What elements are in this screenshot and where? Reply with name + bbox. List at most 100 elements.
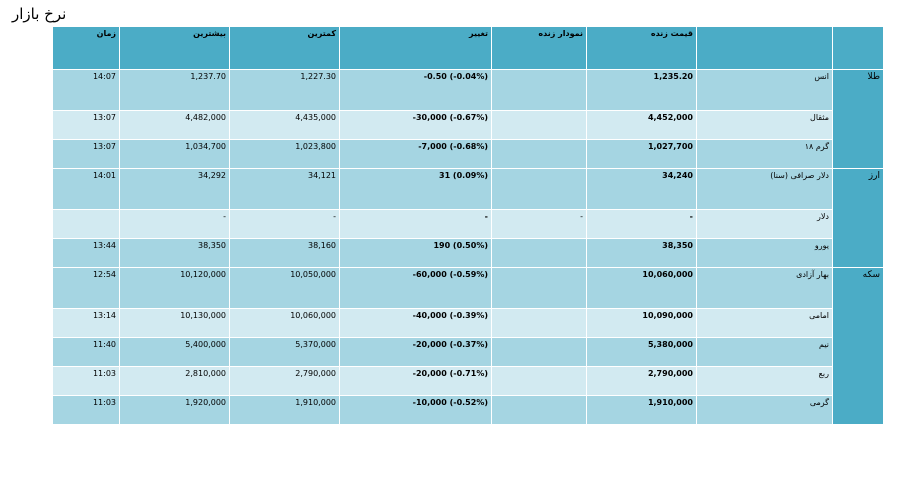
- cell-change: -60,000 (-0.59%): [340, 268, 491, 308]
- cell-change: -0.50 (-0.04%): [340, 70, 491, 110]
- table-row[interactable]: 12:54 10,120,000 10,050,000 -60,000 (-0.59%…: [53, 268, 883, 424]
- table-body: 14:07 1,237.70 1,227.30 -0.50 (-0.04%) 1,235…: [53, 70, 883, 424]
- cell-change: 31 (0.09%): [340, 169, 491, 209]
- cell-live-price: 38,350: [587, 239, 696, 267]
- cell-min: 5,370,000: [230, 338, 339, 366]
- table-header-row: زمان بیشترین کمترین تغییر نمودار زنده قی…: [53, 27, 883, 69]
- cell-time: 11:03: [53, 367, 119, 395]
- cell-max: 10,120,000: [120, 268, 229, 308]
- cell-min: 10,050,000: [230, 268, 339, 308]
- cell-live-price: 1,027,700: [587, 140, 696, 168]
- group-label: سکه: [833, 268, 883, 424]
- cell-name: یورو: [697, 239, 832, 267]
- cell-change: -40,000 (-0.39%): [340, 309, 491, 337]
- cell-time: 14:01: [53, 169, 119, 209]
- table-row[interactable]: 13:44 38,350 38,160 190 (0.50%) 38,350 یورو: [53, 239, 883, 267]
- cell-name: گرمی: [697, 396, 832, 424]
- cell-min: 10,060,000: [230, 309, 339, 337]
- cell-max: 1,034,700: [120, 140, 229, 168]
- cell-live-chart: [492, 338, 586, 366]
- column-header-name: [697, 27, 832, 69]
- cell-change: -7,000 (-0.68%): [340, 140, 491, 168]
- cell-name: امامی: [697, 309, 832, 337]
- column-header-max[interactable]: بیشترین: [120, 27, 229, 69]
- table-row[interactable]: - - - - - دلار: [53, 210, 883, 238]
- page-title: نرخ بازار: [12, 5, 67, 23]
- cell-min: 2,790,000: [230, 367, 339, 395]
- cell-live-price: 5,380,000: [587, 338, 696, 366]
- group-label: طلا: [833, 70, 883, 168]
- cell-name: بهار آزادی: [697, 268, 832, 308]
- cell-max: 1,237.70: [120, 70, 229, 110]
- cell-live-chart: [492, 169, 586, 209]
- cell-name: انس: [697, 70, 832, 110]
- cell-live-chart: -: [492, 210, 586, 238]
- cell-live-chart: [492, 268, 586, 308]
- cell-max: 5,400,000: [120, 338, 229, 366]
- cell-live-price: -: [587, 210, 696, 238]
- cell-live-chart: [492, 396, 586, 424]
- market-rates-table: زمان بیشترین کمترین تغییر نمودار زنده قی…: [52, 26, 884, 425]
- cell-live-chart: [492, 111, 586, 139]
- cell-live-chart: [492, 140, 586, 168]
- cell-live-chart: [492, 309, 586, 337]
- cell-min: 1,227.30: [230, 70, 339, 110]
- cell-change: 190 (0.50%): [340, 239, 491, 267]
- column-header-time[interactable]: زمان: [53, 27, 119, 69]
- table-row[interactable]: 14:07 1,237.70 1,227.30 -0.50 (-0.04%) 1,235…: [53, 70, 883, 168]
- cell-name: ربع: [697, 367, 832, 395]
- cell-min: 34,121: [230, 169, 339, 209]
- cell-time: 13:07: [53, 111, 119, 139]
- table-row[interactable]: 13:14 10,130,000 10,060,000 -40,000 (-0.39%…: [53, 309, 883, 337]
- cell-max: 34,292: [120, 169, 229, 209]
- cell-max: 1,920,000: [120, 396, 229, 424]
- cell-max: -: [120, 210, 229, 238]
- cell-change: -10,000 (-0.52%): [340, 396, 491, 424]
- cell-max: 38,350: [120, 239, 229, 267]
- cell-live-price: 10,060,000: [587, 268, 696, 308]
- cell-min: 1,910,000: [230, 396, 339, 424]
- table-row[interactable]: 13:07 4,482,000 4,435,000 -30,000 (-0.67%) 4…: [53, 111, 883, 139]
- cell-live-price: 4,452,000: [587, 111, 696, 139]
- cell-live-chart: [492, 367, 586, 395]
- cell-time: 13:44: [53, 239, 119, 267]
- cell-name: گرم ۱۸: [697, 140, 832, 168]
- cell-time: 13:14: [53, 309, 119, 337]
- cell-change: -20,000 (-0.37%): [340, 338, 491, 366]
- cell-min: 4,435,000: [230, 111, 339, 139]
- cell-time: 12:54: [53, 268, 119, 308]
- cell-max: 4,482,000: [120, 111, 229, 139]
- cell-time: 11:03: [53, 396, 119, 424]
- cell-max: 10,130,000: [120, 309, 229, 337]
- column-header-live-price[interactable]: قیمت زنده: [587, 27, 696, 69]
- group-label: ارز: [833, 169, 883, 267]
- cell-time: 14:07: [53, 70, 119, 110]
- cell-name: دلار صرافی (سنا): [697, 169, 832, 209]
- cell-live-price: 1,235.20: [587, 70, 696, 110]
- table-row[interactable]: 11:03 1,920,000 1,910,000 -10,000 (-0.52%) 1…: [53, 396, 883, 424]
- column-header-change[interactable]: تغییر: [340, 27, 491, 69]
- cell-change: -: [340, 210, 491, 238]
- cell-change: -20,000 (-0.71%): [340, 367, 491, 395]
- cell-max: 2,810,000: [120, 367, 229, 395]
- cell-min: 38,160: [230, 239, 339, 267]
- cell-live-chart: [492, 239, 586, 267]
- cell-name: دلار: [697, 210, 832, 238]
- cell-time: [53, 210, 119, 238]
- cell-live-price: 2,790,000: [587, 367, 696, 395]
- cell-change: -30,000 (-0.67%): [340, 111, 491, 139]
- table-row[interactable]: 14:01 34,292 34,121 31 (0.09%) 34,240 دلار صر…: [53, 169, 883, 267]
- cell-time: 13:07: [53, 140, 119, 168]
- column-header-live-chart[interactable]: نمودار زنده: [492, 27, 586, 69]
- table-row[interactable]: 13:07 1,034,700 1,023,800 -7,000 (-0.68%) 1,…: [53, 140, 883, 168]
- cell-live-price: 1,910,000: [587, 396, 696, 424]
- cell-live-price: 34,240: [587, 169, 696, 209]
- cell-min: 1,023,800: [230, 140, 339, 168]
- column-header-group: [833, 27, 883, 69]
- table-row[interactable]: 11:40 5,400,000 5,370,000 -20,000 (-0.37%) 5…: [53, 338, 883, 366]
- column-header-min[interactable]: کمترین: [230, 27, 339, 69]
- cell-live-chart: [492, 70, 586, 110]
- cell-live-price: 10,090,000: [587, 309, 696, 337]
- cell-min: -: [230, 210, 339, 238]
- table-row[interactable]: 11:03 2,810,000 2,790,000 -20,000 (-0.71%) 2…: [53, 367, 883, 395]
